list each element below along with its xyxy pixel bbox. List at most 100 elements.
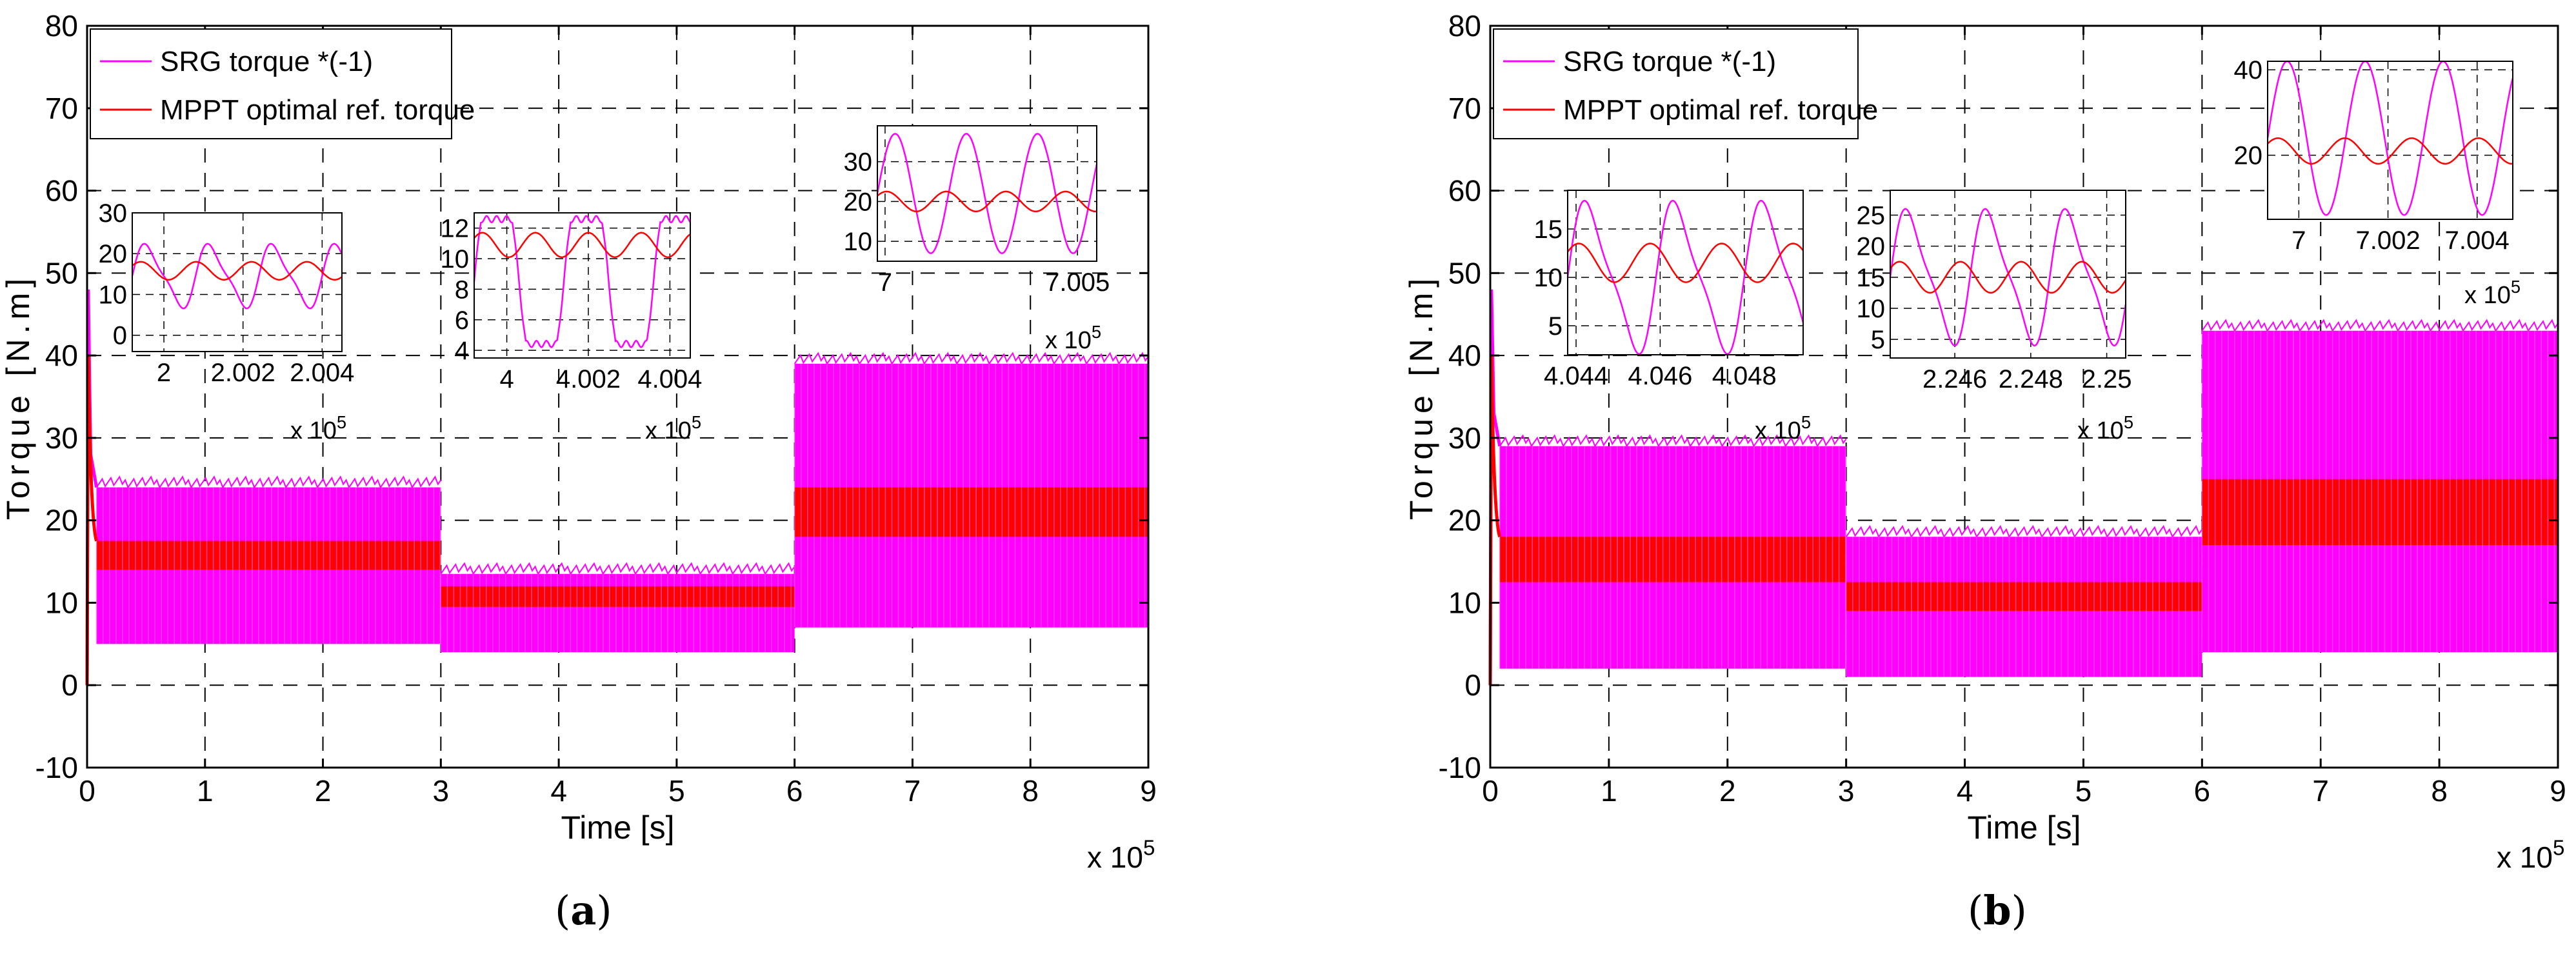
x-tick-label: 8 xyxy=(2431,774,2448,808)
y-tick-label: 50 xyxy=(1448,256,1481,290)
inset-y-tick-label: 10 xyxy=(99,281,128,309)
series-layer xyxy=(1488,289,2559,686)
inset-frame xyxy=(132,212,343,352)
inset-y-tick-label: 4 xyxy=(455,337,469,365)
inset-x-tick-label: 2.246 xyxy=(1922,365,1987,393)
x-tick-label: 2 xyxy=(315,774,332,808)
inset-x-tick-label: 7.005 xyxy=(1045,268,1110,297)
inset-y-tick-label: 40 xyxy=(2234,56,2263,84)
inset-x-tick-label: 2.25 xyxy=(2082,365,2132,393)
x-tick-label: 9 xyxy=(2550,774,2566,808)
x-tick-label: 5 xyxy=(668,774,685,808)
y-axis-label: Torque [N.m] xyxy=(1403,273,1439,520)
axes-frame xyxy=(1489,25,2559,769)
inset-x-tick-label: 7 xyxy=(2291,226,2306,255)
inset-mppt-curve xyxy=(1890,261,2127,294)
inset-x-multiplier-exponent: 5 xyxy=(1092,322,1101,342)
inset-srg-curve xyxy=(876,133,1098,254)
inset-x-multiplier: x 105 xyxy=(1045,322,1101,354)
srg-density-2 xyxy=(1845,537,2199,677)
inset-y-tick-label: 20 xyxy=(99,240,128,268)
y-tick-label: 30 xyxy=(1448,421,1481,455)
x-tick-label: 6 xyxy=(2194,774,2211,808)
x-tick-label: 7 xyxy=(904,774,921,808)
x-tick-label: 3 xyxy=(1838,774,1855,808)
y-tick-label: 20 xyxy=(1448,504,1481,537)
x-tick-label: 2 xyxy=(1719,774,1736,808)
x-tick-label: 7 xyxy=(2312,774,2329,808)
x-multiplier-exponent: 5 xyxy=(1143,837,1155,860)
inset-y-tick-label: 20 xyxy=(1857,233,1886,261)
inset-x-multiplier: x 105 xyxy=(1755,412,1811,444)
inset-mppt-curve xyxy=(877,190,1097,213)
x-tick-label: 6 xyxy=(786,774,803,808)
srg-band-edge-2 xyxy=(440,562,795,575)
inset-srg-curve xyxy=(1566,199,1804,355)
x-tick-label: 4 xyxy=(550,774,567,808)
inset-x-tick-label: 4.044 xyxy=(1544,362,1608,390)
srg-band-edge-2 xyxy=(1845,524,2203,539)
mppt-band-3 xyxy=(794,487,1148,537)
y-axis-label: Torque [N.m] xyxy=(0,273,36,520)
inset-x-multiplier-exponent: 5 xyxy=(337,412,346,432)
inset-srg-curve xyxy=(473,215,691,348)
caption-a: (a) xyxy=(555,887,612,934)
inset-x-multiplier-base: x 10 xyxy=(1045,327,1092,354)
caption-b-open: ( xyxy=(1968,887,1984,934)
axes-frame xyxy=(86,25,1150,769)
legend-box xyxy=(1493,28,1859,139)
y-tick-label: 20 xyxy=(45,504,78,537)
x-multiplier-base: x 10 xyxy=(1087,840,1143,874)
inset-frame xyxy=(877,125,1097,262)
x-tick-label: 0 xyxy=(1482,774,1499,808)
inset-x-tick-label: 2.002 xyxy=(211,359,275,387)
mppt-band-2 xyxy=(1846,582,2202,611)
inset-mppt-curve xyxy=(1566,243,1804,283)
inset-y-tick-label: 5 xyxy=(1548,312,1563,341)
x-multiplier: x 105 xyxy=(1087,837,1155,874)
srg-density-3 xyxy=(794,363,1146,628)
y-tick-label: 0 xyxy=(61,668,78,702)
y-tick-label: 80 xyxy=(1448,9,1481,43)
mppt-startup xyxy=(1488,355,1502,686)
inset-x-tick-label: 2.004 xyxy=(290,359,354,387)
srg-density-1 xyxy=(95,487,441,644)
srg-band-edge-1 xyxy=(95,475,442,489)
inset-y-tick-label: 15 xyxy=(1534,215,1563,244)
caption-a-letter: a xyxy=(570,887,597,934)
inset-1: 2 2.002 2.004 0 10 20 30 x 105 xyxy=(99,199,355,444)
inset-frame xyxy=(2267,61,2513,220)
x-tick-label: 5 xyxy=(2075,774,2092,808)
inset-x-multiplier-base: x 10 xyxy=(2464,282,2511,309)
x-axis-label: Time [s] xyxy=(561,810,675,846)
x-multiplier: x 105 xyxy=(2497,837,2564,874)
inset-y-tick-label: 6 xyxy=(455,306,469,335)
inset-x-tick-label: 7.004 xyxy=(2445,226,2510,255)
inset-mppt-curve xyxy=(2267,137,2513,165)
inset-y-tick-label: 8 xyxy=(455,275,469,304)
inset-mppt-curve xyxy=(474,232,691,258)
srg-band-edge-3 xyxy=(794,352,1149,365)
inset-mppt-curve xyxy=(132,261,343,281)
x-tick-label: 8 xyxy=(1022,774,1039,808)
inset-x-tick-label: 4.004 xyxy=(637,365,702,393)
inset-x-multiplier-exponent: 5 xyxy=(1801,412,1811,432)
inset-y-tick-label: 10 xyxy=(1534,264,1563,292)
inset-background xyxy=(2268,61,2513,219)
inset-y-tick-label: 10 xyxy=(844,228,873,256)
inset-y-tick-label: 30 xyxy=(99,199,128,228)
inset-x-tick-label: 4 xyxy=(499,365,514,393)
inset-background xyxy=(474,213,690,358)
inset-x-tick-label: 2 xyxy=(157,359,171,387)
inset-x-multiplier: x 105 xyxy=(645,412,701,444)
mppt-band-2 xyxy=(441,586,795,607)
y-tick-label: 10 xyxy=(45,586,78,619)
inset-x-multiplier-base: x 10 xyxy=(2077,417,2124,444)
srg-band-edge-1 xyxy=(1499,434,1847,448)
y-tick-label: 50 xyxy=(45,256,78,290)
x-tick-label: 0 xyxy=(79,774,95,808)
